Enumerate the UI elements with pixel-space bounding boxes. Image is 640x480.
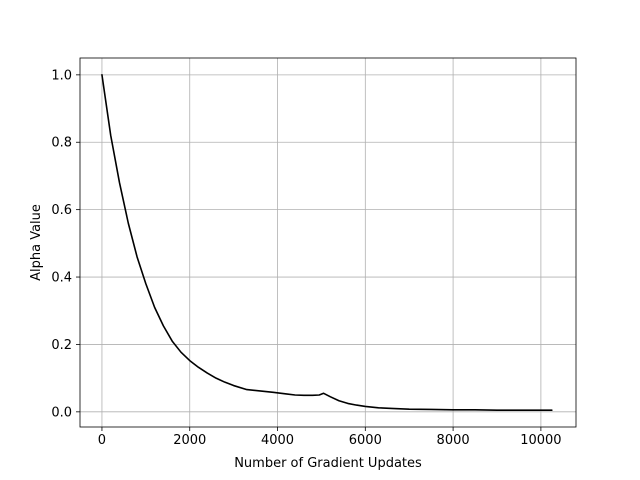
grid-lines (80, 58, 576, 427)
x-tick-label: 0 (98, 433, 106, 448)
x-tick-label: 8000 (437, 433, 470, 448)
x-tick-label: 10000 (520, 433, 561, 448)
x-tick-label: 4000 (261, 433, 294, 448)
x-tick-label: 2000 (173, 433, 206, 448)
y-tick-label: 0.0 (51, 405, 72, 420)
x-axis-label: Number of Gradient Updates (234, 456, 422, 471)
axis-ticks: 0 2000 4000 6000 8000 10000 0.0 0.2 0.4 0.6 0.8 1.0 (51, 68, 561, 448)
plot-frame (79, 57, 577, 428)
y-tick-label: 0.6 (51, 203, 72, 218)
y-tick-label: 0.4 (51, 271, 72, 286)
x-tick-label: 6000 (349, 433, 382, 448)
y-tick-label: 0.2 (51, 338, 72, 353)
y-tick-label: 1.0 (51, 68, 72, 83)
series-line (101, 74, 553, 411)
y-tick-label: 0.8 (51, 136, 72, 151)
y-axis-label: Alpha Value (29, 204, 44, 281)
series-group (101, 74, 553, 411)
